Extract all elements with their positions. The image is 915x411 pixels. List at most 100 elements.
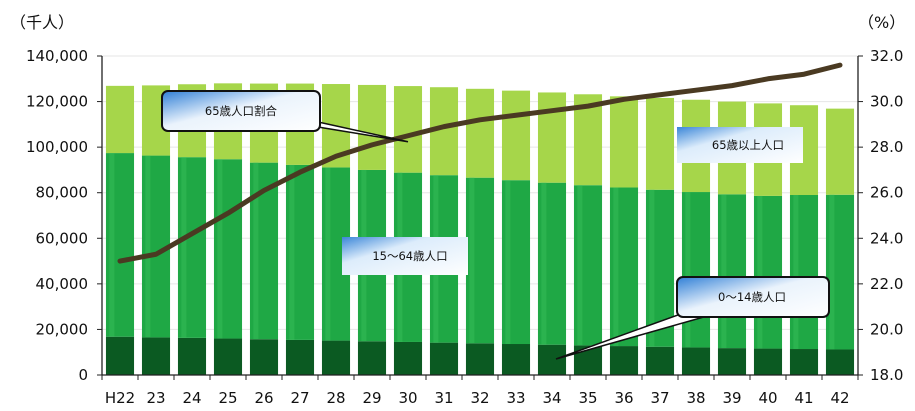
left-tick-label: 140,000 bbox=[26, 47, 88, 65]
bar-segment-youth bbox=[141, 337, 171, 375]
axes bbox=[101, 56, 859, 376]
bar-segment-working bbox=[717, 194, 747, 349]
x-tick-label: 24 bbox=[182, 389, 201, 407]
bar-highlight bbox=[325, 167, 331, 341]
bar-segment-youth bbox=[609, 346, 639, 375]
label-working: 15〜64歳人口 bbox=[342, 237, 468, 275]
label-elderly: 65歳以上人口 bbox=[677, 127, 803, 163]
bar-highlight bbox=[145, 155, 151, 338]
right-tick-label: 24.0 bbox=[870, 229, 903, 247]
bar-segment-working bbox=[789, 194, 819, 350]
bar-segment-working bbox=[177, 157, 207, 338]
bar-segment-elderly bbox=[609, 96, 639, 188]
bar-segment-working bbox=[753, 195, 783, 349]
bar-segment-youth bbox=[357, 341, 387, 375]
right-tick-label: 28.0 bbox=[870, 138, 903, 156]
bar-segment-elderly bbox=[465, 88, 495, 178]
bar-segment-elderly bbox=[825, 108, 855, 195]
right-tick-label: 30.0 bbox=[870, 93, 903, 111]
left-axis-unit: （千人） bbox=[10, 13, 74, 32]
x-tick-label: 37 bbox=[650, 389, 669, 407]
left-tick-label: 80,000 bbox=[36, 184, 89, 202]
bar-segment-youth bbox=[789, 349, 819, 375]
bar-segment-working bbox=[105, 153, 135, 337]
bar-segment-working bbox=[213, 159, 243, 339]
bar-highlight bbox=[469, 177, 475, 344]
bar-segment-youth bbox=[177, 337, 207, 375]
x-tick-label: 26 bbox=[254, 389, 273, 407]
bar-segment-elderly bbox=[501, 90, 531, 181]
bar-highlight bbox=[793, 194, 799, 350]
left-tick-label: 0 bbox=[78, 366, 88, 384]
bar-segment-elderly bbox=[537, 92, 567, 183]
bar-segment-youth bbox=[213, 338, 243, 375]
x-tick-label: 28 bbox=[326, 389, 345, 407]
label-working-text: 15〜64歳人口 bbox=[372, 249, 447, 263]
right-axis-unit: （%） bbox=[858, 13, 905, 32]
left-tick-label: 20,000 bbox=[36, 320, 89, 338]
x-tick-label: 25 bbox=[218, 389, 237, 407]
bar-segment-youth bbox=[717, 348, 747, 375]
x-tick-label: 42 bbox=[830, 389, 849, 407]
bar-segment-youth bbox=[285, 339, 315, 375]
x-tick-label: 29 bbox=[362, 389, 381, 407]
bar-segment-elderly bbox=[357, 84, 387, 170]
bar-highlight bbox=[253, 162, 259, 340]
x-tick-label: 39 bbox=[722, 389, 741, 407]
right-tick-label: 20.0 bbox=[870, 320, 903, 338]
right-tick-label: 18.0 bbox=[870, 366, 903, 384]
ratio-line bbox=[117, 62, 843, 264]
x-tick-label: 40 bbox=[758, 389, 777, 407]
bar-segment-youth bbox=[753, 348, 783, 375]
bar-segment-youth bbox=[825, 349, 855, 375]
bar-highlight bbox=[541, 182, 547, 345]
bar-highlight bbox=[217, 159, 223, 339]
bar-segment-working bbox=[285, 164, 315, 340]
x-tick-label: 33 bbox=[506, 389, 525, 407]
callout-ratio-text: 65歳人口割合 bbox=[205, 104, 278, 118]
right-tick-label: 22.0 bbox=[870, 275, 903, 293]
ratio-line-series bbox=[117, 62, 843, 264]
x-axis-ticks: H22 23 24 25 26 27 28 29 30 31 32 33 34 35 36 37 38 39 40 4… bbox=[101, 375, 859, 407]
bar-highlight bbox=[649, 189, 655, 347]
callout-youth: 0〜14歳人口 bbox=[555, 276, 830, 360]
x-tick-label: 34 bbox=[542, 389, 561, 407]
bar-highlight bbox=[685, 192, 691, 348]
bar-segment-working bbox=[465, 177, 495, 344]
x-tick-label: 30 bbox=[398, 389, 417, 407]
x-tick-label: H22 bbox=[105, 389, 135, 407]
bar-highlight bbox=[505, 180, 511, 345]
bar-segment-youth bbox=[321, 340, 351, 375]
bar-series bbox=[105, 83, 855, 375]
bar-highlight bbox=[829, 194, 835, 350]
bar-segment-youth bbox=[465, 343, 495, 375]
bar-segment-working bbox=[537, 182, 567, 345]
left-tick-label: 60,000 bbox=[36, 229, 89, 247]
bar-segment-working bbox=[501, 180, 531, 345]
bar-highlight bbox=[577, 185, 583, 346]
callout-ratio: 65歳人口割合 bbox=[161, 90, 409, 143]
x-tick-label: 32 bbox=[470, 389, 489, 407]
callout-youth-text: 0〜14歳人口 bbox=[718, 290, 786, 304]
bar-segment-youth bbox=[105, 336, 135, 375]
x-tick-label: 38 bbox=[686, 389, 705, 407]
x-tick-label: 31 bbox=[434, 389, 453, 407]
x-tick-label: 41 bbox=[794, 389, 813, 407]
bar-segment-working bbox=[609, 187, 639, 347]
right-tick-label: 32.0 bbox=[870, 47, 903, 65]
bar-highlight bbox=[613, 187, 619, 347]
left-tick-label: 100,000 bbox=[26, 138, 88, 156]
left-axis-ticks: 0 20,000 40,000 60,000 80,000 100,000 120,000 1… bbox=[26, 47, 102, 384]
bar-segment-elderly bbox=[645, 97, 675, 190]
bar-segment-youth bbox=[393, 341, 423, 375]
right-axis-ticks: 18.0 20.0 22.0 24.0 26.0 28.0 30.0 32.0 bbox=[858, 47, 903, 384]
bar-highlight bbox=[289, 164, 295, 340]
bar-segment-youth bbox=[681, 347, 711, 375]
right-tick-label: 26.0 bbox=[870, 184, 903, 202]
bar-segment-youth bbox=[249, 339, 279, 375]
bar-highlight bbox=[721, 194, 727, 349]
bar-segment-elderly bbox=[393, 86, 423, 173]
x-tick-label: 27 bbox=[290, 389, 309, 407]
left-tick-label: 120,000 bbox=[26, 93, 88, 111]
